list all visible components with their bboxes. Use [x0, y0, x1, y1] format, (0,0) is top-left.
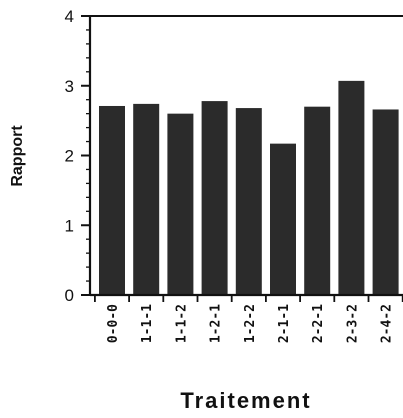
- x-tick-label: 2-3-2: [345, 304, 360, 343]
- x-tick-label: 1-2-1: [209, 304, 224, 343]
- bar: [201, 101, 228, 295]
- bar: [99, 105, 125, 295]
- x-tick-label: 2-2-1: [311, 304, 326, 343]
- bar: [167, 113, 194, 296]
- y-axis: [81, 15, 403, 296]
- y-tick-label: 3: [65, 77, 74, 96]
- bar: [270, 143, 296, 295]
- x-tick-label: 1-1-2: [174, 304, 189, 343]
- y-tick-label: 1: [65, 216, 74, 235]
- x-axis-title: Traitement: [180, 388, 311, 413]
- bar: [338, 80, 365, 296]
- y-tick-labels: 0 1 2 3 4: [65, 7, 74, 305]
- x-axis: [90, 293, 403, 302]
- x-tick-label: 2-4-2: [380, 304, 395, 343]
- y-axis-title: Rapport: [9, 125, 26, 187]
- x-tick-label: 2-1-1: [277, 304, 292, 343]
- x-tick-labels: 0-0-0 1-1-1 1-1-2 1-2-1 1-2-2 2-1-1 2-2-1 2-3-2…: [106, 304, 395, 343]
- y-tick-label: 2: [65, 147, 74, 166]
- bars: [99, 80, 399, 296]
- x-tick-label: 1-1-1: [140, 304, 155, 343]
- bar: [133, 103, 160, 295]
- bar: [372, 109, 399, 295]
- y-tick-label: 0: [65, 286, 74, 305]
- bar: [235, 108, 262, 295]
- x-tick-label: 1-2-2: [243, 304, 258, 343]
- bar: [304, 106, 331, 295]
- x-tick-label: 0-0-0: [106, 304, 121, 343]
- y-tick-label: 4: [65, 7, 74, 26]
